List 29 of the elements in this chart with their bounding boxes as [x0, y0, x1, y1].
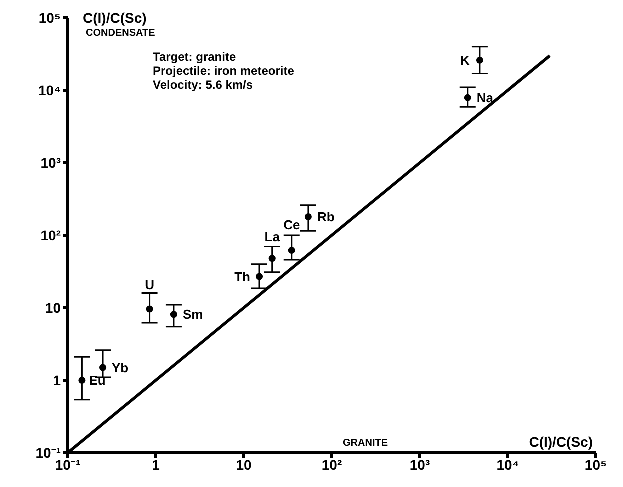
annotation: K: [460, 53, 471, 68]
y-tick-label: 10²: [40, 227, 62, 244]
x-tick-label: 10²: [322, 456, 342, 473]
annotation: Rb: [317, 210, 335, 225]
annotation: Velocity: 5.6 km/s: [153, 78, 254, 92]
y-tick-label: 10³: [40, 154, 62, 171]
y-tick-label: 10: [45, 300, 62, 316]
y-tick-label: 10⁴: [38, 82, 62, 98]
annotation: Target: granite: [153, 50, 236, 64]
annotation: Projectile: iron meteorite: [153, 64, 294, 78]
x-tick-label: 10³: [410, 456, 430, 473]
annotation: Yb: [112, 360, 129, 376]
y-tick-label: 10⁵: [38, 10, 61, 26]
annotation: Eu: [89, 373, 106, 388]
x-tick-label: 10: [236, 456, 252, 473]
x-tick-label: 10⁴: [496, 456, 520, 473]
x-tick-label: 1: [152, 456, 160, 473]
annotation: Ce: [284, 218, 300, 233]
annotation: Na: [476, 90, 494, 106]
y-axis-title: C(I)/C(Sc): [83, 10, 147, 26]
annotation: La: [264, 230, 281, 245]
annotation: Sm: [182, 307, 204, 322]
y-tick-label: 1: [53, 372, 62, 388]
annotation: CONDENSATE: [86, 28, 156, 39]
annotation: Th: [234, 269, 251, 284]
x-tick-label: 10⁵: [584, 456, 608, 473]
annotation: U: [145, 277, 154, 292]
annotation: GRANITE: [343, 438, 388, 449]
x-axis-title: C(I)/C(Sc): [529, 434, 593, 450]
